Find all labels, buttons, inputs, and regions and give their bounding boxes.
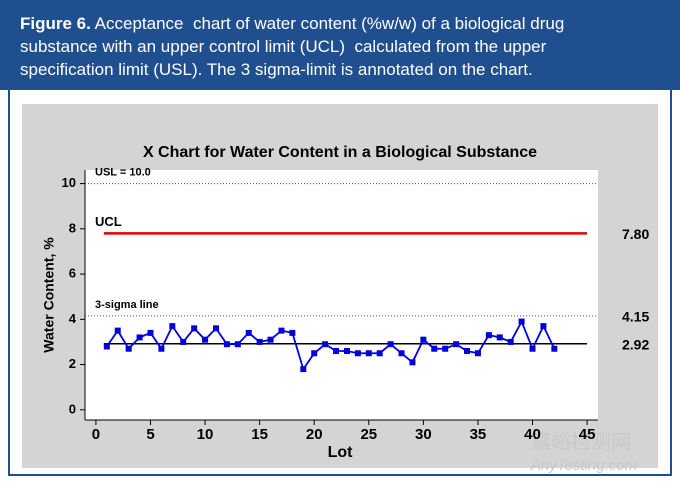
data-point: [496, 334, 503, 341]
data-point: [322, 341, 329, 348]
watermark: AnyTesting.com: [530, 457, 637, 474]
data-point: [474, 350, 481, 357]
data-point: [212, 325, 219, 332]
reference-label: UCL: [95, 214, 122, 229]
data-point: [507, 338, 514, 345]
data-point: [518, 318, 525, 325]
reference-label: 3-sigma line: [95, 299, 159, 311]
data-point: [431, 345, 438, 352]
data-point: [540, 323, 547, 330]
y-tick-label: 0: [69, 401, 76, 416]
y-tick-label: 8: [69, 220, 76, 235]
x-tick-label: 40: [524, 426, 541, 443]
caption-line: specification limit (USL). The 3 sigma-l…: [20, 60, 533, 79]
data-point: [485, 332, 492, 339]
data-point: [387, 341, 394, 348]
data-point: [529, 345, 536, 352]
caption-text: Acceptance chart of water content (%w/w)…: [94, 14, 565, 33]
data-point: [300, 366, 307, 373]
x-tick-label: 5: [146, 426, 154, 443]
caption-line: substance with an upper control limit (U…: [20, 37, 547, 56]
data-point: [398, 350, 405, 357]
reference-value: 4.15: [622, 309, 649, 325]
data-point: [191, 325, 198, 332]
x-axis-label: Lot: [328, 444, 354, 461]
data-point: [267, 336, 274, 343]
plot-area: [85, 170, 598, 420]
x-tick-label: 30: [415, 426, 432, 443]
x-tick-label: 25: [360, 426, 377, 443]
y-tick-label: 6: [69, 266, 76, 281]
y-axis-label: Water Content, %: [41, 237, 57, 353]
data-point: [278, 327, 285, 334]
data-point: [125, 345, 132, 352]
data-point: [202, 336, 209, 343]
data-point: [420, 336, 427, 343]
x-tick-label: 45: [579, 426, 596, 443]
data-point: [311, 350, 318, 357]
data-point: [365, 350, 372, 357]
data-point: [442, 345, 449, 352]
caption-label: Figure 6.: [20, 14, 91, 33]
data-point: [180, 338, 187, 345]
y-tick-label: 2: [69, 356, 76, 371]
x-tick-label: 15: [251, 426, 268, 443]
data-point: [289, 329, 296, 336]
data-point: [169, 323, 176, 330]
data-point: [103, 343, 110, 350]
watermark: 嘉峪检测网: [531, 430, 631, 453]
y-tick-label: 4: [69, 311, 77, 326]
data-point: [223, 341, 230, 348]
data-point: [245, 329, 252, 336]
reference-value: 2.92: [622, 336, 649, 352]
chart-title: X Chart for Water Content in a Biologica…: [143, 144, 537, 161]
reference-value: 7.80: [622, 226, 649, 242]
x-tick-label: 20: [306, 426, 323, 443]
y-tick-label: 10: [62, 175, 76, 190]
data-point: [136, 334, 143, 341]
x-tick-label: 10: [197, 426, 214, 443]
data-point: [147, 329, 154, 336]
x-tick-label: 35: [470, 426, 487, 443]
data-point: [234, 341, 241, 348]
frame: [8, 90, 672, 476]
data-point: [453, 341, 460, 348]
data-point: [114, 327, 121, 334]
data-point: [376, 350, 383, 357]
data-point: [256, 338, 263, 345]
caption: Figure 6. Acceptance chart of water cont…: [0, 0, 680, 90]
data-point: [343, 347, 350, 354]
data-point: [158, 345, 165, 352]
data-point: [551, 345, 558, 352]
data-point: [354, 350, 361, 357]
caption-line: Figure 6. Acceptance chart of water cont…: [20, 12, 680, 35]
reference-label: USL = 10.0: [95, 166, 151, 178]
data-point: [464, 347, 471, 354]
data-point: [409, 359, 416, 366]
data-point: [333, 347, 340, 354]
x-tick-label: 0: [92, 426, 100, 443]
